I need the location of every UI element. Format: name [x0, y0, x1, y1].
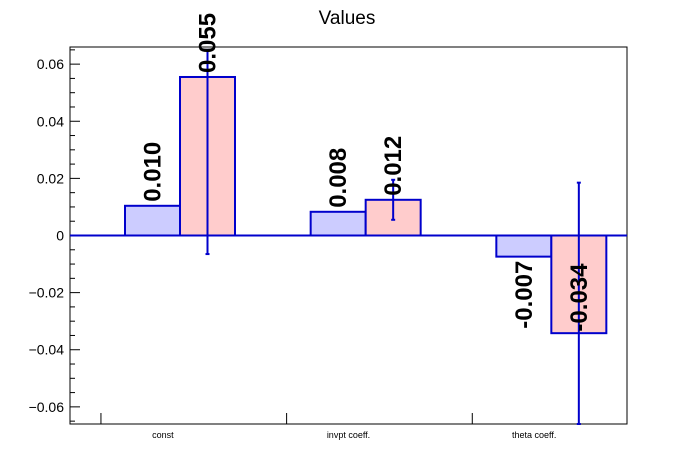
chart-title: Values — [319, 8, 376, 29]
data-labels: 0.010 0.008 -0.007 0.055 0.012 -0.034 — [140, 13, 593, 332]
bar — [495, 234, 553, 258]
y-tick-label: −0.06 — [29, 399, 65, 415]
x-tick-label: const — [152, 430, 174, 440]
y-tick-label: 0.04 — [37, 113, 64, 129]
y-tick-label: 0.02 — [37, 170, 64, 186]
y-tick-label: 0.06 — [37, 56, 64, 72]
bar — [124, 204, 181, 237]
data-label: -0.034 — [566, 263, 593, 332]
data-label: 0.010 — [140, 142, 167, 202]
data-label: 0.055 — [195, 13, 222, 73]
x-tick-label: theta coeff. — [512, 430, 556, 440]
error-bars — [205, 48, 581, 425]
bar — [309, 210, 367, 237]
data-label: 0.012 — [380, 136, 407, 196]
data-label: -0.007 — [511, 261, 538, 329]
x-tick-label: invpt coeff. — [327, 430, 370, 440]
y-tick-label: 0 — [56, 228, 64, 244]
x-axis: const invpt coeff. theta coeff. — [100, 413, 556, 440]
y-tick-label: −0.04 — [29, 342, 65, 358]
y-axis: −0.06 −0.04 −0.02 0 0.02 0.04 0.06 — [29, 49, 80, 422]
data-label: 0.008 — [325, 148, 352, 208]
y-tick-label: −0.02 — [29, 285, 65, 301]
